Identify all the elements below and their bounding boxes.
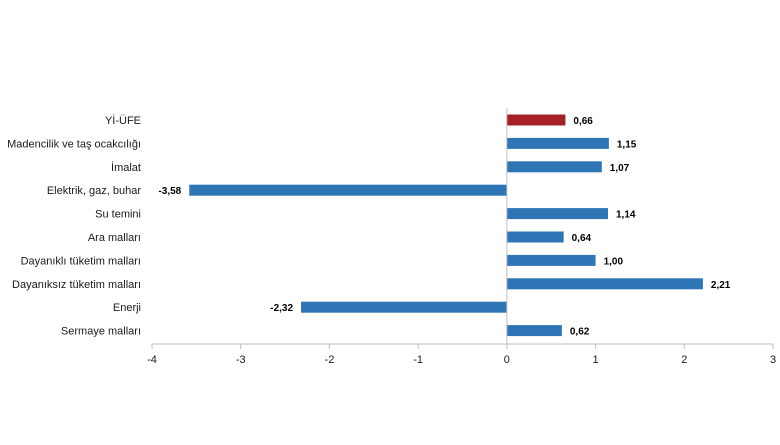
bar-1: [506, 137, 609, 149]
bar-0: [506, 114, 566, 126]
labels-layer: Yİ-ÜFE 0,66 Madencilik ve taş ocakcılığı 1,…: [7, 114, 776, 366]
x-tick-label-2: -2: [325, 354, 335, 366]
category-label-9: Sermaye malları: [61, 326, 141, 338]
value-label-8: -2,32: [270, 303, 293, 314]
bar-2: [506, 161, 602, 173]
value-label-5: 0,64: [572, 233, 592, 244]
axis-layer: [151, 108, 774, 349]
category-label-3: Elektrik, gaz, buhar: [47, 185, 141, 197]
value-label-4: 1,14: [616, 210, 636, 221]
category-label-4: Su temini: [95, 209, 141, 221]
category-label-1: Madencilik ve taş ocakcılığı: [7, 138, 141, 150]
value-label-6: 1,00: [604, 256, 624, 267]
x-tick-label-7: 3: [770, 354, 776, 366]
bar-4: [506, 208, 608, 220]
bar-8: [301, 301, 507, 313]
x-tick-label-1: -3: [236, 354, 246, 366]
x-tick-label-5: 1: [593, 354, 599, 366]
category-label-6: Dayanıklı tüketim malları: [21, 255, 141, 267]
value-label-9: 0,62: [570, 327, 590, 338]
x-tick-label-6: 2: [681, 354, 687, 366]
bar-5: [506, 231, 564, 243]
value-label-7: 2,21: [711, 280, 731, 291]
category-label-5: Ara malları: [88, 232, 141, 244]
bar-9: [506, 325, 562, 337]
value-label-1: 1,15: [617, 139, 637, 150]
category-label-2: İmalat: [111, 161, 141, 174]
bar-6: [506, 254, 596, 266]
x-tick-label-0: -4: [147, 354, 157, 366]
category-label-0: Yİ-ÜFE: [105, 114, 141, 127]
value-label-2: 1,07: [610, 163, 630, 174]
bar-7: [506, 278, 703, 290]
x-tick-label-3: -1: [413, 354, 423, 366]
value-label-0: 0,66: [573, 116, 593, 127]
value-label-3: -3,58: [158, 186, 181, 197]
x-tick-label-4: 0: [504, 354, 510, 366]
category-label-8: Enerji: [113, 302, 141, 314]
bars-layer: [189, 114, 703, 337]
category-label-7: Dayanıksız tüketim malları: [12, 279, 141, 291]
bar-3: [189, 184, 507, 196]
